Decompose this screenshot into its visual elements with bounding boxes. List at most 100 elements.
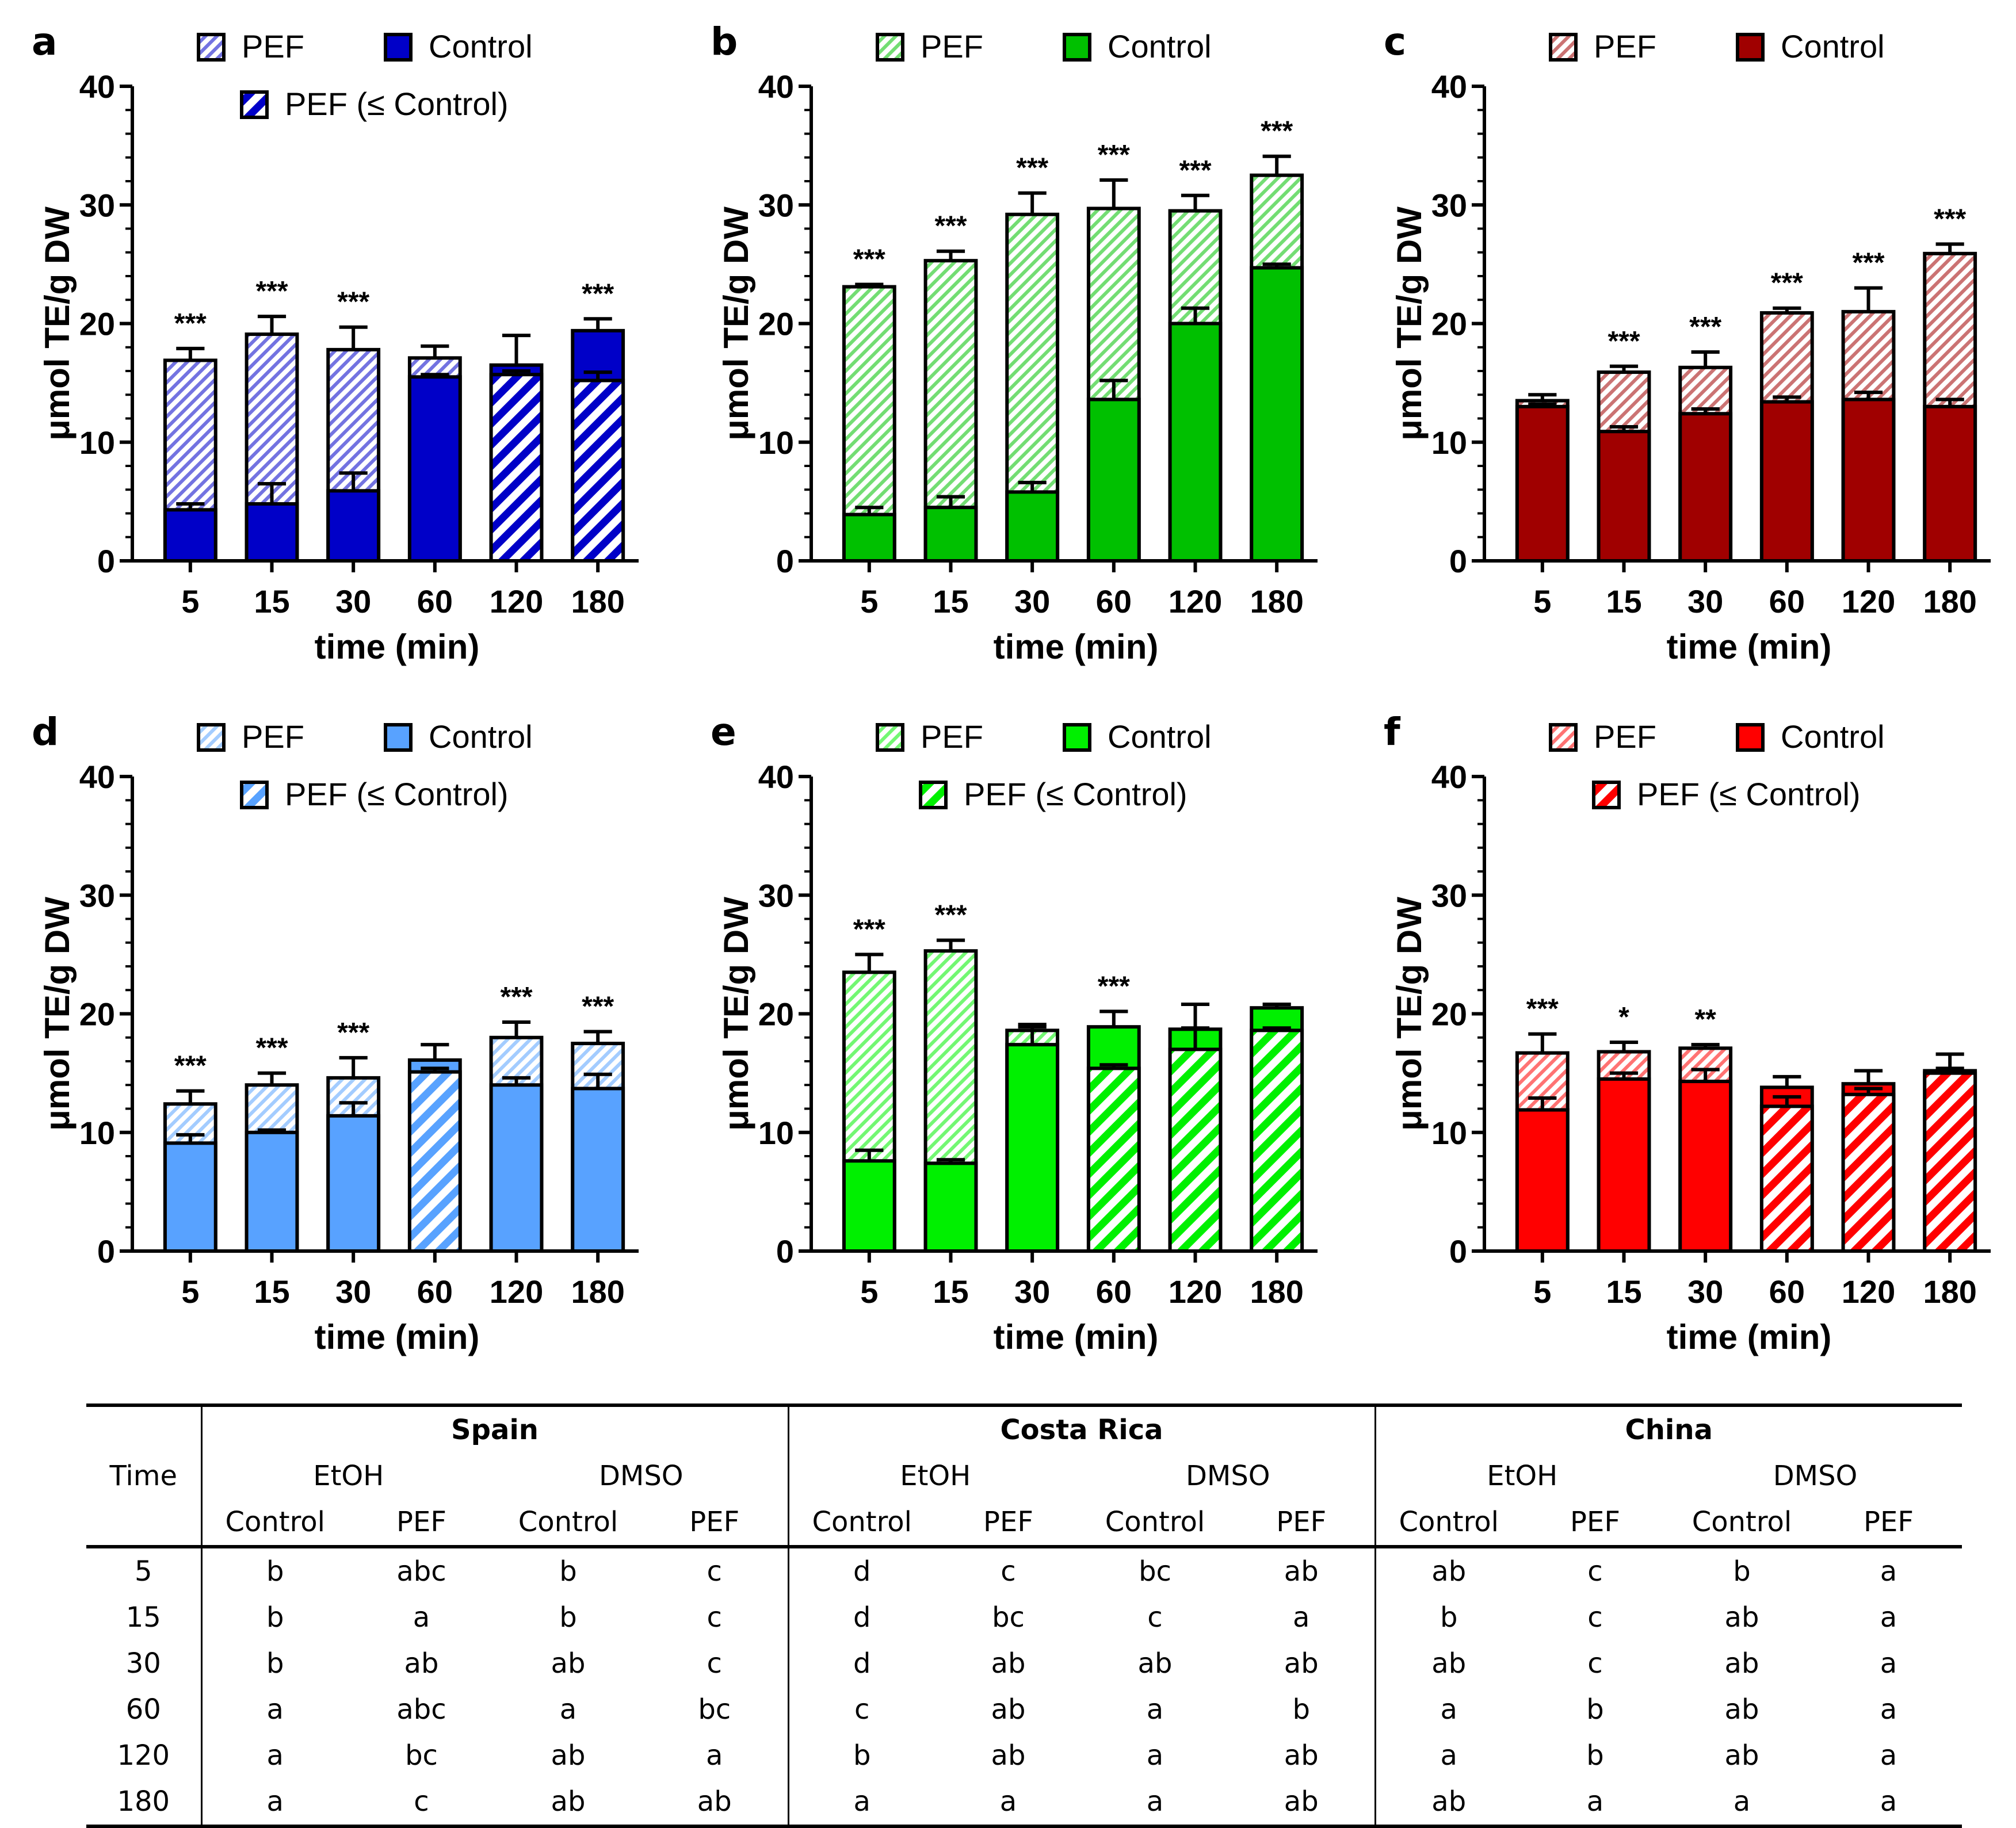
x-tick-label: 5: [860, 583, 878, 619]
letter-cell: b: [1440, 1601, 1458, 1634]
country-header: China: [1375, 1403, 1962, 1453]
y-tick-label: 40: [79, 68, 115, 105]
legend-swatch: [384, 33, 413, 62]
control-bar: [326, 1114, 381, 1253]
y-tick-label: 30: [79, 877, 115, 913]
y-tick-label: 20: [1431, 996, 1467, 1032]
legend-label: PEF (≤ Control): [964, 776, 1188, 812]
letter-cell: b: [559, 1601, 577, 1634]
time-header: Time: [86, 1453, 203, 1499]
letter-cell: a: [642, 1733, 789, 1779]
letter-cell: c: [642, 1640, 789, 1686]
chart-panel-e: e PEF Control PEF (≤ Control) 0 10 20 30 40 μmol …: [679, 690, 1351, 1380]
bar-group: 5 ***: [842, 914, 896, 1310]
table-row: 30 b ab ab c d ab ab ab ab c ab a: [86, 1640, 1962, 1686]
letter-cell: d: [853, 1555, 871, 1588]
legend-swatch: [1063, 33, 1091, 62]
significance-marker: ***: [1689, 312, 1721, 342]
x-tick-label: 60: [417, 1274, 453, 1310]
x-tick-label: 60: [1096, 1274, 1132, 1310]
y-tick-label: 10: [79, 425, 115, 461]
control-bar: [245, 502, 299, 563]
letter-cell: b: [266, 1647, 284, 1680]
y-axis-label: μmol TE/g DW: [717, 206, 755, 441]
y-tick-label: 40: [758, 759, 794, 795]
x-tick-label: 120: [1842, 1274, 1895, 1310]
significance-marker: ***: [582, 991, 614, 1022]
letter-cell: c: [1147, 1601, 1163, 1634]
letter-cell: a: [935, 1779, 1082, 1828]
y-tick-label: 30: [1431, 187, 1467, 223]
table-header-row: Time EtOH DMSO EtOH DMSO EtOH DMSO: [86, 1453, 1962, 1499]
letter-cell: a: [1880, 1693, 1897, 1726]
letter-cell: ab: [1724, 1739, 1759, 1772]
significance-marker: ***: [934, 211, 967, 242]
letter-cell: ab: [1724, 1693, 1759, 1726]
x-tick-label: 60: [1096, 583, 1132, 619]
letter-cell: a: [1880, 1601, 1897, 1634]
letter-cell: b: [266, 1601, 284, 1634]
bar-group: 120 ***: [1841, 248, 1896, 619]
control-bar: [326, 489, 381, 563]
bar-group: 5: [1515, 393, 1570, 619]
significance-marker: ***: [1179, 155, 1211, 186]
legend-label: PEF: [242, 28, 304, 64]
y-tick-label: 10: [1431, 1115, 1467, 1151]
letter-cell: a: [559, 1693, 577, 1726]
control-bar: [1515, 404, 1570, 563]
bar-group: 30 ***: [326, 1018, 381, 1310]
bar-group: 180: [1250, 1003, 1304, 1310]
significance-marker: ***: [582, 278, 614, 309]
chart-panel-b: b PEF Control 0 10 20 30 40 μmol TE/g DW time (mi…: [679, 0, 1351, 690]
control-bar: [1759, 400, 1814, 563]
pef-le-control-bar: [1250, 1028, 1304, 1253]
letter-cell: b: [1733, 1555, 1751, 1588]
y-tick-label: 0: [1449, 543, 1467, 579]
bar-group: 120: [489, 334, 544, 619]
letter-cell: a: [1880, 1555, 1897, 1588]
control-bar: [1086, 397, 1141, 563]
letter-cell: ab: [1228, 1733, 1376, 1779]
x-tick-label: 180: [571, 1274, 624, 1310]
treatment-header: Control: [788, 1499, 935, 1548]
panel-letter: a: [32, 20, 58, 64]
legend-swatch: [197, 723, 226, 752]
bar-group: 60 ***: [1086, 140, 1141, 619]
y-tick-label: 40: [1431, 68, 1467, 105]
legend-label: Control: [1108, 28, 1212, 64]
pef-le-control-bar: [1923, 1071, 1977, 1253]
significance-marker: ***: [1016, 153, 1048, 183]
time-cell: 60: [86, 1686, 203, 1733]
pef-le-control-bar: [489, 373, 544, 563]
table-corner: [86, 1403, 203, 1453]
y-tick-label: 0: [776, 543, 794, 579]
y-tick-label: 40: [1431, 759, 1467, 795]
legend-label: Control: [1781, 718, 1885, 755]
legend-swatch: [1592, 781, 1621, 809]
x-tick-label: 180: [1250, 1274, 1303, 1310]
letter-cell: ab: [991, 1693, 1026, 1726]
significance-table: Spain Costa Rica China Time EtOH DMSO EtOH DMSO…: [86, 1403, 1962, 1828]
x-axis-label: time (min): [1667, 1318, 1832, 1356]
letter-cell: d: [853, 1647, 871, 1680]
letter-cell: c: [642, 1594, 789, 1640]
legend-label: Control: [429, 28, 533, 64]
treatment-header: PEF: [935, 1499, 1082, 1548]
bar-group: 15 ***: [923, 900, 978, 1310]
control-bar: [1678, 412, 1733, 563]
x-axis-label: time (min): [315, 1318, 480, 1356]
letter-cell: a: [1146, 1739, 1164, 1772]
bar-group: 5 ***: [163, 1051, 217, 1310]
legend-swatch: [240, 90, 269, 119]
letter-cell: a: [1522, 1779, 1668, 1828]
y-tick-label: 30: [1431, 877, 1467, 913]
x-tick-label: 30: [1687, 583, 1723, 619]
panel-letter: b: [711, 20, 738, 64]
pef-le-control-bar: [1168, 1047, 1223, 1253]
control-bar: [571, 1087, 625, 1253]
legend-label: PEF: [921, 718, 983, 755]
letter-cell: c: [1587, 1647, 1603, 1680]
letter-cell: b: [266, 1555, 284, 1588]
bar-group: 15 *: [1597, 1002, 1651, 1310]
control-bar: [1678, 1080, 1733, 1253]
